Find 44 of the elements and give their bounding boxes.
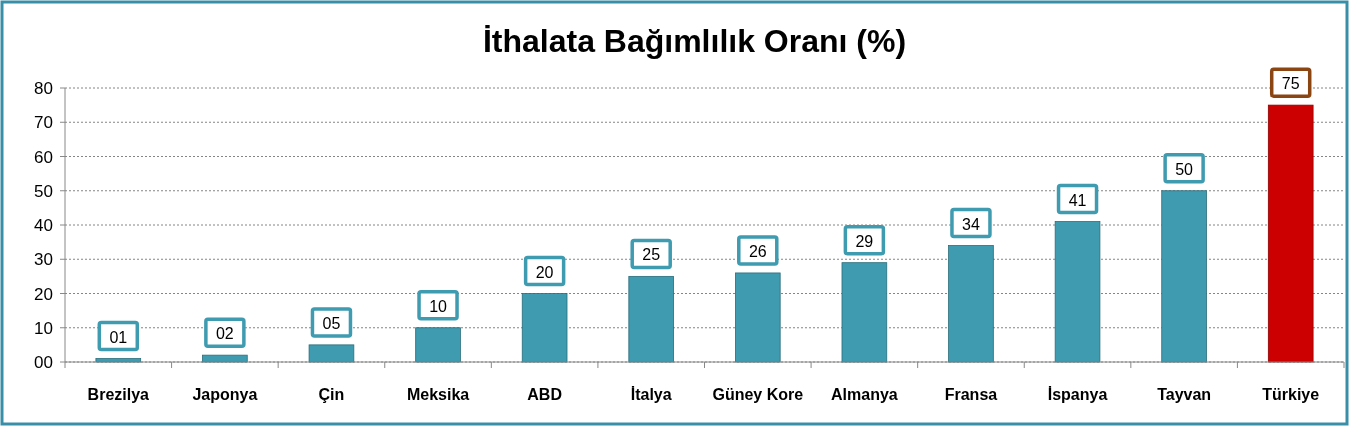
x-tick-label: Meksika bbox=[406, 386, 470, 403]
data-label: 41 bbox=[1068, 191, 1087, 209]
y-tick-label: 00 bbox=[34, 353, 53, 372]
x-tick-label: Fransa bbox=[944, 386, 998, 403]
data-label: 75 bbox=[1281, 75, 1300, 93]
y-tick-label: 60 bbox=[34, 147, 53, 167]
bar bbox=[948, 245, 994, 363]
bar bbox=[1267, 104, 1314, 363]
data-label: 26 bbox=[748, 242, 767, 260]
bar bbox=[841, 262, 888, 363]
x-tick-label: İtalya bbox=[630, 386, 672, 403]
bar bbox=[735, 272, 781, 363]
y-tick-label: 70 bbox=[34, 113, 53, 133]
y-tick-label: 80 bbox=[34, 79, 53, 98]
x-tick-label: Türkiye bbox=[1262, 386, 1320, 403]
x-tick-label: İspanya bbox=[1047, 386, 1108, 403]
y-tick-label: 40 bbox=[34, 216, 53, 235]
data-label: 02 bbox=[215, 325, 234, 343]
data-label: 01 bbox=[109, 328, 128, 346]
data-label: 34 bbox=[962, 215, 980, 233]
data-label: 20 bbox=[535, 263, 554, 281]
bar bbox=[308, 344, 355, 363]
y-tick-label: 10 bbox=[34, 318, 53, 338]
bar bbox=[628, 275, 674, 363]
x-tick-label: Güney Kore bbox=[712, 386, 804, 403]
y-tick-label: 30 bbox=[34, 250, 53, 270]
y-tick-label: 20 bbox=[34, 284, 53, 304]
data-label: 50 bbox=[1175, 160, 1194, 178]
bar bbox=[1161, 190, 1207, 363]
x-tick-label: ABD bbox=[527, 386, 562, 403]
x-tick-label: Almanya bbox=[831, 386, 898, 403]
bar bbox=[521, 293, 568, 363]
x-tick-label: Japonya bbox=[192, 386, 258, 403]
data-label: 29 bbox=[855, 232, 874, 250]
x-tick-label: Çin bbox=[318, 386, 345, 403]
data-label: 10 bbox=[429, 297, 448, 315]
data-label: 05 bbox=[322, 314, 341, 332]
bar bbox=[415, 327, 461, 363]
x-tick-label: Brezilya bbox=[87, 386, 150, 403]
y-tick-label: 50 bbox=[34, 181, 53, 201]
bar bbox=[1054, 221, 1101, 363]
data-label: 25 bbox=[642, 246, 661, 264]
chart-title: İthalata Bağımlılık Oranı (%) bbox=[482, 23, 907, 59]
x-tick-label: Tayvan bbox=[1157, 386, 1212, 403]
